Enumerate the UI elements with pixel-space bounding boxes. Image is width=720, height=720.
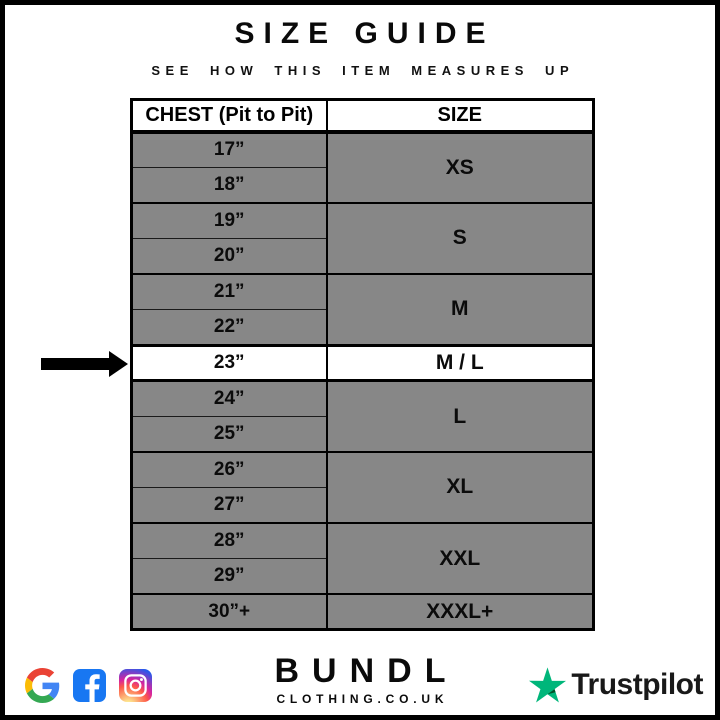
measurement-cell: 17”: [131, 130, 328, 168]
table-row: 27”: [131, 487, 594, 524]
measurement-cell: 29”: [131, 558, 328, 595]
table-row: 25”: [131, 416, 594, 452]
table-row: 23” M / L: [131, 343, 594, 383]
measurement-cell: 25”: [131, 416, 328, 452]
table-row: 24” L: [131, 379, 594, 452]
size-table-body: 17” XS 18” 19” S 20” 21” M 22” 23” M / L 24” L 25” 26”…: [131, 130, 594, 630]
chest-column-header: CHEST (Pit to Pit): [131, 99, 328, 134]
highlight-arrow-icon: [41, 351, 128, 377]
trustpilot-logo: Trustpilot: [529, 667, 703, 703]
measurement-cell: 27”: [131, 487, 328, 524]
page-subtitle: SEE HOW THIS ITEM MEASURES UP: [151, 63, 575, 78]
table-row: 26” XL: [131, 450, 594, 524]
measurement-cell: 24”: [131, 379, 328, 417]
brand-domain: CLOTHING.CO.UK: [276, 692, 449, 706]
measurement-cell: 23”: [131, 343, 328, 383]
measurement-cell: 18”: [131, 167, 328, 203]
size-cell: XL: [326, 450, 594, 524]
table-row: 30”+ XXXL+: [131, 593, 594, 630]
arrow-head: [109, 351, 128, 377]
size-cell: S: [326, 201, 594, 274]
size-cell: M: [326, 272, 594, 346]
size-cell: XXXL+: [326, 593, 594, 630]
table-row: 17” XS: [131, 130, 594, 203]
table-row: 28” XXL: [131, 522, 594, 595]
measurement-cell: 21”: [131, 272, 328, 310]
brand-name: BUNDL: [274, 652, 459, 690]
size-table: CHEST (Pit to Pit) SIZE 17” XS 18” 19” S 20” 2…: [130, 98, 595, 632]
size-cell: XXL: [326, 522, 594, 595]
table-row: 21” M: [131, 272, 594, 346]
brand-logo: BUNDL CLOTHING.CO.UK: [5, 652, 715, 706]
measurement-cell: 20”: [131, 238, 328, 274]
measurement-cell: 19”: [131, 201, 328, 239]
size-cell: M / L: [326, 343, 594, 383]
instagram-icon: [119, 669, 152, 702]
arrow-shaft: [41, 358, 109, 370]
measurement-cell: 30”+: [131, 593, 328, 630]
table-row: 22”: [131, 309, 594, 346]
table-row: 19” S: [131, 201, 594, 274]
trustpilot-star-icon: [529, 667, 567, 703]
size-column-header: SIZE: [326, 99, 594, 134]
measurement-cell: 28”: [131, 522, 328, 560]
size-cell: L: [326, 379, 594, 452]
table-row: 29”: [131, 558, 594, 595]
measurement-cell: 26”: [131, 450, 328, 488]
page-title: SIZE GUIDE: [234, 17, 495, 50]
size-cell: XS: [326, 130, 594, 203]
size-table-container: CHEST (Pit to Pit) SIZE 17” XS 18” 19” S 20” 2…: [130, 98, 595, 632]
measurement-cell: 22”: [131, 309, 328, 346]
table-row: 18”: [131, 167, 594, 203]
table-header-row: CHEST (Pit to Pit) SIZE: [131, 99, 594, 134]
facebook-icon: [73, 669, 106, 702]
google-icon: [25, 668, 60, 703]
trustpilot-wordmark: Trustpilot: [571, 668, 703, 701]
social-icons: [25, 668, 152, 703]
table-row: 20”: [131, 238, 594, 274]
